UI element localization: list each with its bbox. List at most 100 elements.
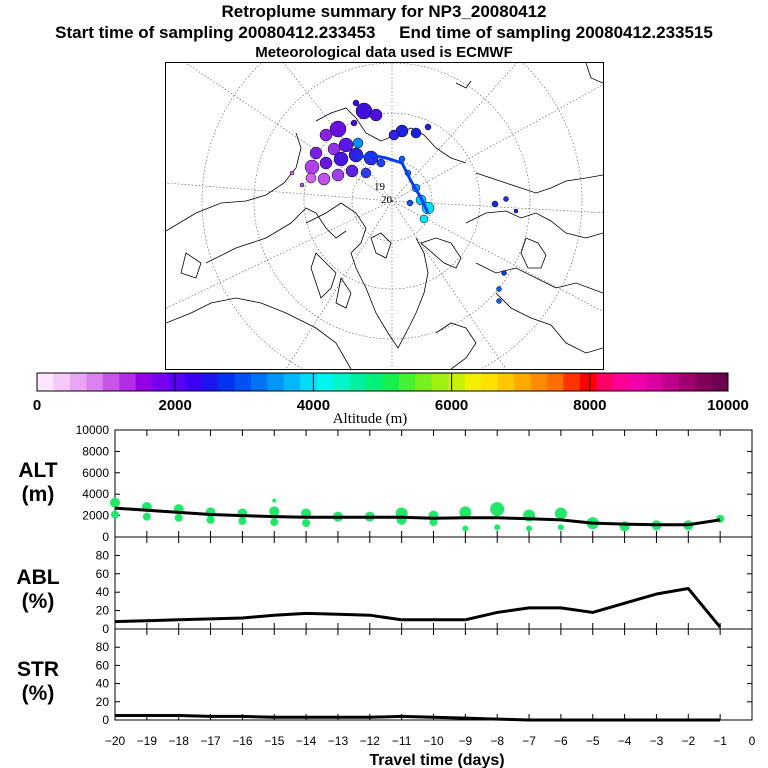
x-tick-label: −7 — [522, 734, 536, 748]
cluster-point — [238, 516, 247, 525]
colorbar-cell — [234, 373, 252, 391]
colorbar-cell — [662, 373, 679, 391]
y-tick-label: 60 — [96, 658, 110, 672]
series-line-alt — [114, 506, 721, 527]
y-tick-label: 80 — [96, 548, 110, 562]
colorbar-cell — [267, 373, 285, 391]
altitude-colorbar: 0 2000 4000 6000 8000 10000 Altitude (m) — [33, 372, 749, 427]
colorbar-cell — [497, 373, 515, 391]
colorbar-cell — [382, 373, 400, 391]
colorbar-cell — [612, 373, 630, 391]
colorbar-cell — [349, 373, 367, 391]
colorbar-cell — [333, 373, 350, 391]
panel-frame — [114, 536, 753, 630]
coastlines — [166, 63, 603, 369]
x-tick-label: −9 — [459, 734, 473, 748]
colorbar-cell — [711, 373, 729, 391]
x-tick-label: −4 — [618, 734, 632, 748]
cluster-point — [429, 518, 438, 527]
cluster-point — [142, 512, 151, 521]
colorbar-cell — [596, 373, 614, 391]
retroplume-map: 19 20 — [165, 62, 604, 370]
colorbar-tick-label: 6000 — [435, 397, 468, 414]
x-tick-label: −12 — [360, 734, 381, 748]
panel-unit: (m) — [22, 483, 55, 506]
plume-centroid-path — [355, 153, 430, 214]
colorbar-cell — [135, 373, 153, 391]
colorbar-cell — [86, 373, 104, 391]
panel-unit: (%) — [22, 590, 55, 613]
x-tick-label: −17 — [200, 734, 221, 748]
colorbar-cell — [530, 373, 548, 391]
x-tick-label: −14 — [296, 734, 317, 748]
x-tick-label: −1 — [713, 734, 727, 748]
panel-str: 0 20 40 60 80 STR(%) — [17, 628, 753, 727]
x-tick-label: −5 — [586, 734, 600, 748]
panel-alt: 0 2000 4000 6000 8000 10000 ALT(m) — [18, 423, 753, 544]
end-time-label: End time of sampling 20080412.233515 — [399, 23, 713, 42]
colorbar-tick-label: 8000 — [573, 397, 606, 414]
x-tick-label: −2 — [681, 734, 695, 748]
y-tick-label: 40 — [96, 677, 110, 691]
colorbar-cell — [102, 373, 120, 391]
y-tick-label: 0 — [102, 530, 109, 544]
x-tick-label: −18 — [169, 734, 190, 748]
colorbar-cell — [119, 373, 137, 391]
cluster-point — [269, 506, 280, 517]
y-tick-label: 2000 — [82, 509, 109, 523]
colorbar-cell — [579, 373, 597, 391]
colorbar-cell — [185, 373, 202, 391]
colorbar-cell — [53, 373, 71, 391]
y-tick-label: 20 — [96, 695, 110, 709]
x-tick-label: −16 — [232, 734, 253, 748]
colorbar-cell — [415, 373, 433, 391]
cluster-point — [494, 524, 501, 531]
y-tick-label: 80 — [96, 640, 110, 654]
colorbar-cell — [201, 373, 219, 391]
colorbar-cell — [629, 373, 647, 391]
colorbar-cell — [168, 373, 186, 391]
cluster-point — [302, 519, 311, 528]
y-tick-label: 0 — [102, 713, 109, 727]
colorbar-cell — [514, 373, 531, 391]
colorbar-tick-label: 10000 — [707, 397, 749, 414]
y-tick-label: 6000 — [82, 466, 109, 480]
colorbar-cell — [481, 373, 498, 391]
colorbar-cell — [563, 373, 581, 391]
colorbar-cell — [300, 373, 317, 391]
day-labels: 19 20 — [374, 181, 393, 206]
x-axis-title: Travel time (days) — [369, 752, 504, 768]
colorbar-tick-label: 0 — [33, 397, 41, 414]
colorbar-cell — [217, 373, 235, 391]
colorbar-title: Altitude (m) — [333, 411, 408, 427]
start-time-label: Start time of sampling 20080412.233453 — [55, 23, 376, 42]
cluster-point — [110, 497, 120, 508]
colorbar-cell — [366, 373, 383, 391]
day-label-20: 20 — [381, 194, 393, 206]
plot-title: Retroplume summary for NP3_20080412 — [221, 2, 547, 21]
colorbar-ticks: 0 2000 4000 6000 8000 10000 — [33, 373, 749, 414]
x-tick-label: −8 — [490, 734, 504, 748]
colorbar-cells — [37, 373, 729, 391]
x-tick-label: −3 — [650, 734, 664, 748]
polar-map-svg: 19 20 — [166, 63, 603, 369]
colorbar-cell — [695, 373, 712, 391]
x-tick-label: −13 — [328, 734, 349, 748]
day-label-19: 19 — [374, 181, 386, 193]
panel-frame — [114, 628, 753, 721]
colorbar-cell — [283, 373, 301, 391]
y-tick-label: 20 — [96, 604, 110, 618]
colorbar-cell — [250, 373, 268, 391]
y-tick-label: 60 — [96, 567, 110, 581]
colorbar-cell — [678, 373, 696, 391]
cluster-point — [554, 507, 567, 520]
panel-label: ALT — [18, 459, 57, 482]
colorbar-cell — [448, 373, 466, 391]
colorbar-cell — [69, 373, 87, 391]
y-tick-label: 0 — [102, 622, 109, 636]
sampling-times: Start time of sampling 20080412.233453 E… — [0, 23, 768, 43]
colorbar-cell — [316, 373, 334, 391]
panel-unit: (%) — [22, 682, 55, 705]
met-data-label: Meteorological data used is ECMWF — [255, 44, 513, 61]
